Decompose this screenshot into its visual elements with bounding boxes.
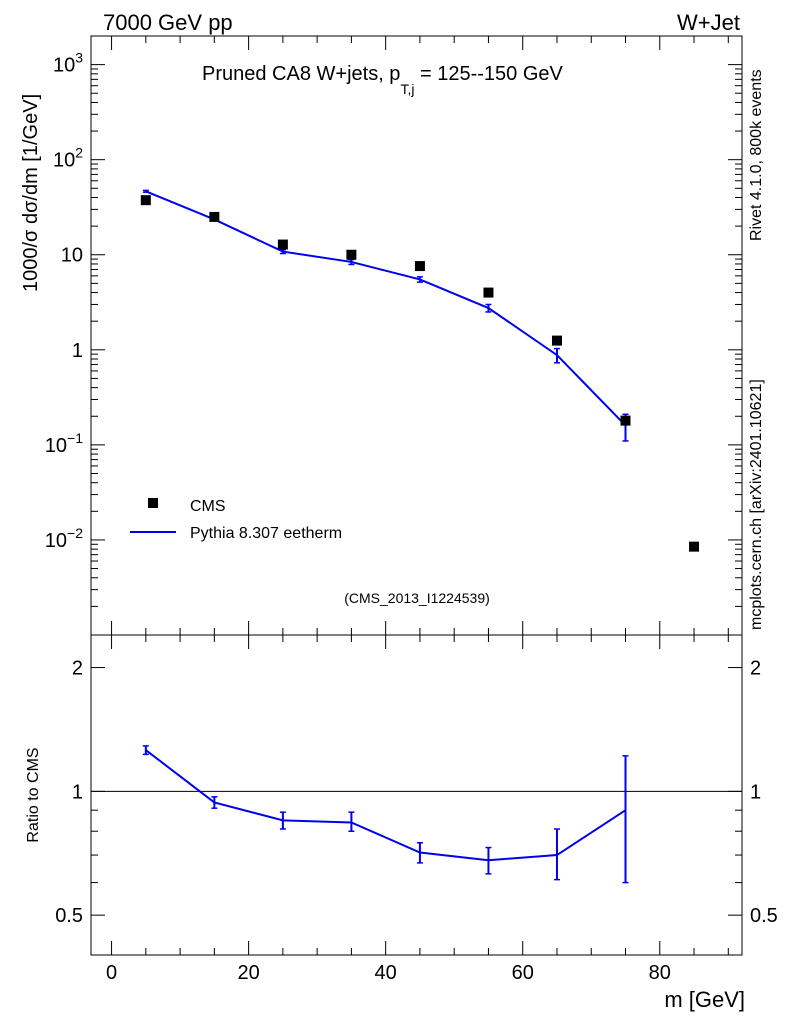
cms-data-point [551, 335, 562, 346]
header-process-label: W+Jet [677, 10, 740, 35]
pythia-line [145, 190, 627, 427]
ratio-line [145, 749, 627, 862]
ratio-y-tick-label-right: 1 [750, 781, 761, 803]
x-tick-label: 60 [512, 962, 534, 984]
ratio-mc-series [142, 745, 629, 884]
ratio-y-tick-label-right: 0.5 [750, 905, 778, 927]
header-energy-label: 7000 GeV pp [103, 10, 233, 35]
chart-title: Pruned CA8 W+jets, pT,j = 125--150 GeV [202, 63, 564, 97]
ratio-y-tick-label-right: 2 [750, 658, 761, 680]
ratio-y-tick-label: 1 [72, 781, 83, 803]
ratio-panel-frame [90, 634, 743, 956]
x-axis-label: m [GeV] [664, 987, 745, 1012]
main-x-ticks [111, 36, 729, 635]
main-mc-series [142, 189, 629, 442]
legend: CMS Pythia 8.307 eetherm [130, 498, 342, 542]
analysis-id-label: (CMS_2013_I1224539) [344, 590, 490, 606]
main-y-tick-label: 10−1 [45, 430, 83, 457]
legend-cms-label: CMS [190, 498, 226, 515]
ratio-y-axis-label: Ratio to CMS [25, 747, 42, 842]
ratio-y-tick-label: 2 [72, 658, 83, 680]
ratio-y-ticks: 2 2 1 1 0.5 0.5 [55, 658, 778, 956]
main-data-series [140, 195, 700, 552]
cms-data-point [620, 415, 631, 426]
main-y-tick-label: 10−2 [45, 525, 83, 552]
legend-cms-marker [148, 498, 158, 508]
main-y-tick-label: 103 [53, 50, 83, 77]
x-tick-label: 0 [106, 962, 117, 984]
main-y-tick-label: 1 [72, 340, 83, 362]
main-y-tick-label: 10 [61, 245, 83, 267]
ratio-x-ticks: 0 20 40 60 80 [106, 635, 729, 984]
mcplots-citation-label: mcplots.cern.ch [arXiv:2401.10621] [748, 379, 765, 630]
cms-data-point [414, 261, 425, 272]
cms-data-point [209, 211, 220, 222]
rivet-version-label: Rivet 4.1.0, 800k events [748, 69, 765, 241]
x-tick-label: 80 [649, 962, 671, 984]
ratio-y-tick-label: 0.5 [55, 905, 83, 927]
cms-data-point [140, 195, 151, 206]
x-tick-label: 40 [375, 962, 397, 984]
x-tick-label: 20 [237, 962, 259, 984]
cms-data-point [689, 541, 700, 552]
cms-data-point [483, 287, 494, 298]
cms-data-point [346, 249, 357, 260]
main-panel-frame [90, 35, 743, 636]
cms-data-point [277, 239, 288, 250]
legend-pythia-label: Pythia 8.307 eetherm [190, 525, 342, 542]
main-y-tick-label: 102 [53, 145, 83, 172]
main-y-axis-label: 1000/σ dσ/dm [1/GeV] [20, 94, 42, 292]
